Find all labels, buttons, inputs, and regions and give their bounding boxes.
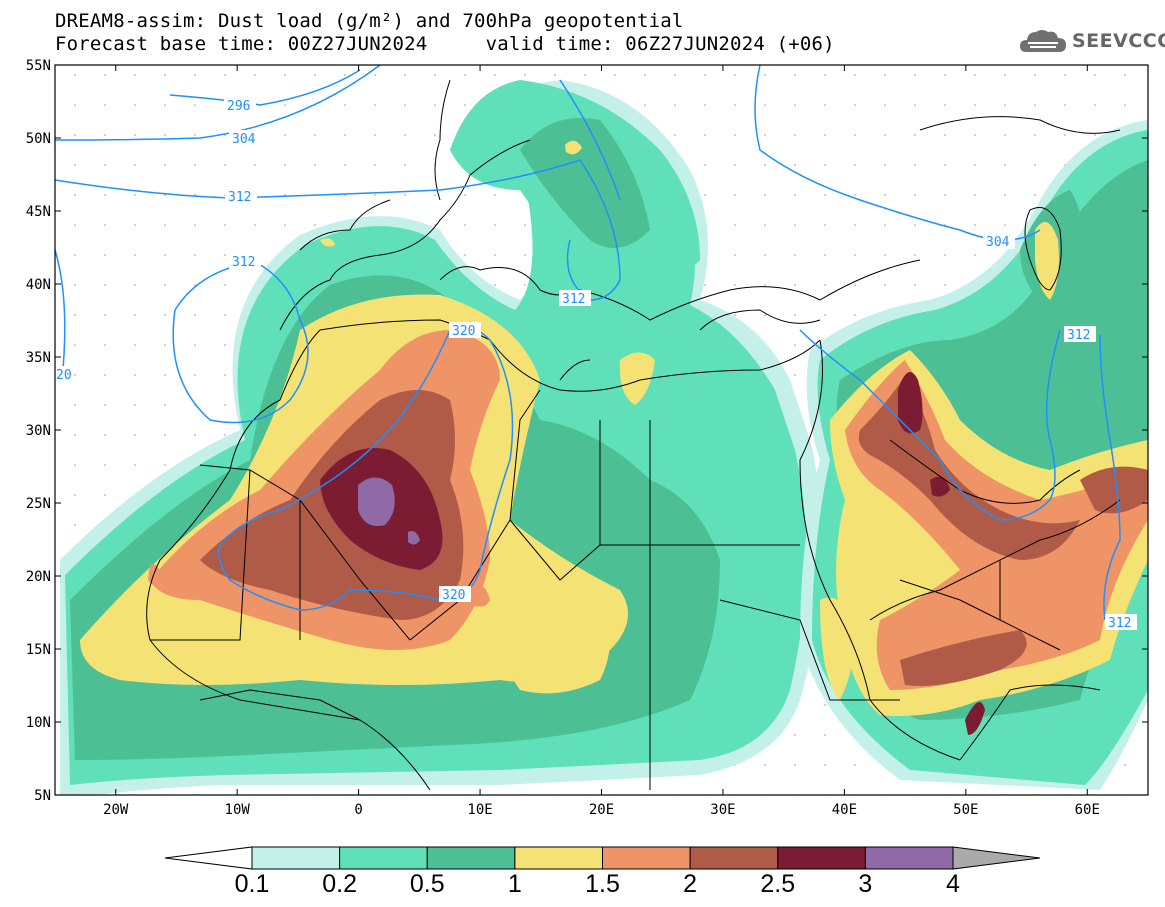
logo-text: SEEVCCC bbox=[1072, 30, 1165, 52]
lat-label: 25N bbox=[26, 496, 51, 512]
colorbar-swatch bbox=[689, 846, 779, 870]
seevccc-logo: SEEVCCC bbox=[1018, 26, 1165, 58]
lat-label: 10N bbox=[26, 715, 51, 731]
lon-label: 30E bbox=[710, 802, 735, 818]
colorbar-label: 1 bbox=[508, 870, 522, 898]
lat-label: 30N bbox=[26, 423, 51, 439]
europe-plume bbox=[148, 80, 854, 700]
colorbar-swatch bbox=[514, 846, 603, 870]
contour-label: 20 bbox=[56, 368, 72, 383]
colorbar-swatch bbox=[251, 846, 341, 870]
contour-label: 320 bbox=[442, 588, 465, 603]
colorbar-label: 4 bbox=[946, 870, 960, 898]
lat-label: 35N bbox=[26, 350, 51, 366]
lon-label: 20W bbox=[103, 802, 129, 818]
lon-label: 10W bbox=[225, 802, 251, 818]
colorbar-label: 0.5 bbox=[410, 870, 445, 898]
colorbar-label: 2 bbox=[683, 870, 697, 898]
colorbar-swatch bbox=[864, 846, 954, 870]
lat-label: 20N bbox=[26, 569, 51, 585]
lat-label: 40N bbox=[26, 277, 51, 293]
lon-label: 40E bbox=[832, 802, 857, 818]
colorbar-label: 0.1 bbox=[235, 870, 270, 898]
colorbar-label: 3 bbox=[858, 870, 872, 898]
colorbar-swatch bbox=[777, 846, 866, 870]
coastlines bbox=[146, 79, 1121, 791]
lon-label: 50E bbox=[953, 802, 978, 818]
lon-label: 0 bbox=[354, 802, 362, 818]
dust-level-3 bbox=[358, 477, 395, 526]
lat-label: 5N bbox=[34, 788, 51, 804]
contour-label: 320 bbox=[452, 324, 475, 339]
lon-label: 20E bbox=[589, 802, 614, 818]
lat-label: 15N bbox=[26, 642, 51, 658]
lat-label: 55N bbox=[26, 58, 51, 74]
latitude-axis: 55N 50N 45N 40N 35N 30N 25N 20N 15N 10N 5N bbox=[26, 58, 1148, 804]
contour-label-group: 296 304 312 312 312 320 320 304 312 312 … bbox=[55, 97, 1137, 631]
chart-title: DREAM8-assim: Dust load (g/m²) and 700hP… bbox=[55, 10, 684, 32]
cloud-icon bbox=[1020, 30, 1066, 52]
lat-label: 50N bbox=[26, 131, 51, 147]
contour-label: 312 bbox=[228, 190, 251, 205]
lon-label: 60E bbox=[1075, 802, 1100, 818]
colorbar-min-arrow bbox=[164, 846, 253, 870]
contour-label: 296 bbox=[227, 99, 250, 114]
contour-label: 312 bbox=[1108, 616, 1131, 631]
contour-label: 312 bbox=[232, 255, 255, 270]
arabia-plume bbox=[800, 120, 1148, 790]
longitude-axis: 20W 10W 0 10E 20E 30E 40E 50E 60E bbox=[103, 65, 1100, 818]
lat-label: 45N bbox=[26, 204, 51, 220]
colorbar-label: 2.5 bbox=[760, 870, 795, 898]
colorbar-max-arrow bbox=[952, 846, 1041, 870]
contour-label: 312 bbox=[562, 292, 585, 307]
contour-label: 304 bbox=[232, 132, 256, 147]
colorbar-label: 0.2 bbox=[322, 870, 357, 898]
contour-label: 304 bbox=[986, 235, 1010, 250]
geopotential-contours bbox=[55, 65, 1121, 621]
forecast-time-label: Forecast base time: 00Z27JUN2024 valid t… bbox=[55, 33, 835, 55]
contour-label: 312 bbox=[1067, 328, 1090, 343]
colorbar-swatch bbox=[602, 846, 691, 870]
colorbar-label: 1.5 bbox=[585, 870, 620, 898]
colorbar-swatch bbox=[339, 846, 428, 870]
lon-label: 10E bbox=[467, 802, 492, 818]
colorbar-swatch bbox=[426, 846, 516, 870]
dust-level-2.5 bbox=[898, 372, 923, 434]
